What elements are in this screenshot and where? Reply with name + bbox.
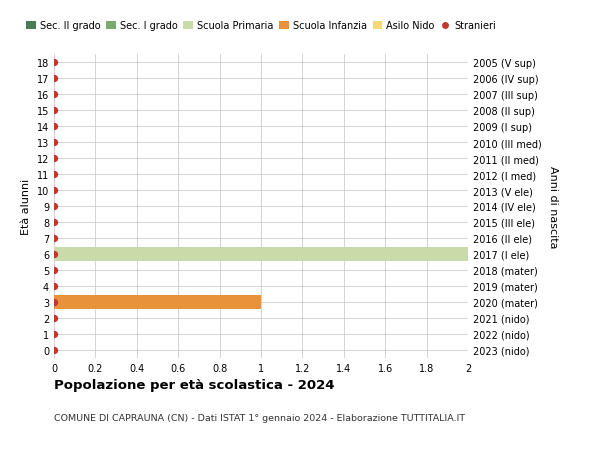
Text: COMUNE DI CAPRAUNA (CN) - Dati ISTAT 1° gennaio 2024 - Elaborazione TUTTITALIA.I: COMUNE DI CAPRAUNA (CN) - Dati ISTAT 1° … xyxy=(54,413,465,422)
Point xyxy=(49,330,59,338)
Bar xyxy=(54,247,468,261)
Point xyxy=(49,298,59,306)
Point xyxy=(49,219,59,226)
Point xyxy=(49,235,59,242)
Point xyxy=(49,187,59,194)
Point xyxy=(49,59,59,67)
Point xyxy=(49,139,59,146)
Point xyxy=(49,347,59,354)
Point xyxy=(49,171,59,179)
Point xyxy=(49,123,59,130)
Y-axis label: Anni di nascita: Anni di nascita xyxy=(548,165,558,248)
Point xyxy=(49,267,59,274)
Point xyxy=(49,251,59,258)
Y-axis label: Età alunni: Età alunni xyxy=(21,179,31,235)
Point xyxy=(49,75,59,83)
Point xyxy=(49,91,59,99)
Point xyxy=(49,155,59,162)
Point xyxy=(49,107,59,115)
Point xyxy=(49,314,59,322)
Point xyxy=(49,283,59,290)
Text: Popolazione per età scolastica - 2024: Popolazione per età scolastica - 2024 xyxy=(54,379,335,392)
Legend: Sec. II grado, Sec. I grado, Scuola Primaria, Scuola Infanzia, Asilo Nido, Stran: Sec. II grado, Sec. I grado, Scuola Prim… xyxy=(22,17,500,35)
Point xyxy=(49,203,59,210)
Bar xyxy=(54,296,261,309)
